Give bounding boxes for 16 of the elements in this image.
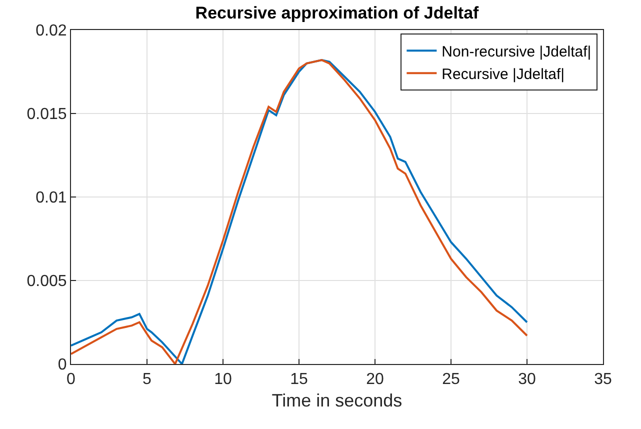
y-tick-label: 0.005 xyxy=(26,273,67,290)
y-tick-label: 0.015 xyxy=(26,106,67,124)
x-tick-label: 25 xyxy=(442,371,460,388)
x-tick-label: 20 xyxy=(366,371,384,388)
y-tick-label: 0 xyxy=(58,356,67,374)
x-tick-label: 5 xyxy=(142,371,152,388)
legend-label: Recursive |Jdeltaf| xyxy=(442,66,565,83)
y-tick-label: 0.01 xyxy=(36,190,67,207)
x-tick-label: 15 xyxy=(290,371,308,388)
x-tick-label: 30 xyxy=(518,371,536,388)
legend-label: Non-recursive |Jdeltaf| xyxy=(442,43,592,60)
x-tick-label: 10 xyxy=(214,371,232,388)
y-tick-label: 0.02 xyxy=(36,22,67,40)
x-axis-title: Time in seconds xyxy=(272,390,402,410)
chart-title: Recursive approximation of Jdeltaf xyxy=(195,3,480,22)
x-tick-label: 35 xyxy=(594,371,612,388)
